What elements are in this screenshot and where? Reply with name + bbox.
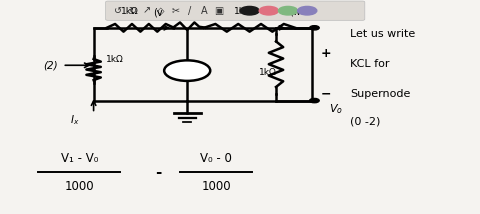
Text: −: − xyxy=(180,73,187,83)
Circle shape xyxy=(259,6,278,15)
FancyBboxPatch shape xyxy=(106,1,365,20)
Text: $I_x$: $I_x$ xyxy=(70,113,79,127)
Text: (w: (w xyxy=(289,6,301,16)
Text: +: + xyxy=(180,61,187,70)
Text: ↗: ↗ xyxy=(143,6,150,16)
Circle shape xyxy=(310,26,319,30)
Circle shape xyxy=(278,6,298,15)
Text: A: A xyxy=(201,6,207,16)
Circle shape xyxy=(310,98,319,103)
Text: V₁ - V₀: V₁ - V₀ xyxy=(60,152,98,165)
Text: +: + xyxy=(321,47,332,60)
Text: 1kΩ: 1kΩ xyxy=(121,7,138,16)
Text: (2): (2) xyxy=(43,60,58,70)
Circle shape xyxy=(240,6,259,15)
Text: ✂: ✂ xyxy=(171,6,179,16)
Text: 1kΩ: 1kΩ xyxy=(259,68,277,77)
Circle shape xyxy=(164,60,210,81)
Text: (v: (v xyxy=(154,7,163,17)
Text: ↻: ↻ xyxy=(128,6,136,16)
Text: -: - xyxy=(155,165,162,180)
Text: −: − xyxy=(321,88,332,101)
Text: KCL for: KCL for xyxy=(350,59,390,69)
Text: V₀ - 0: V₀ - 0 xyxy=(200,152,232,165)
Text: Let us write: Let us write xyxy=(350,29,416,39)
Text: /: / xyxy=(188,6,191,16)
Text: 1kΩ: 1kΩ xyxy=(234,7,251,16)
Text: (0 -2): (0 -2) xyxy=(350,117,381,127)
Circle shape xyxy=(298,6,317,15)
Text: Supernode: Supernode xyxy=(350,89,411,99)
Text: ↺: ↺ xyxy=(114,6,121,16)
Text: ▣: ▣ xyxy=(214,6,223,16)
Text: 1kΩ: 1kΩ xyxy=(106,55,123,64)
Text: 1000: 1000 xyxy=(201,180,231,193)
Text: ◇: ◇ xyxy=(157,6,165,16)
Text: $V_o$: $V_o$ xyxy=(329,102,343,116)
Text: 12v: 12v xyxy=(181,67,198,76)
Text: 1000: 1000 xyxy=(64,180,94,193)
